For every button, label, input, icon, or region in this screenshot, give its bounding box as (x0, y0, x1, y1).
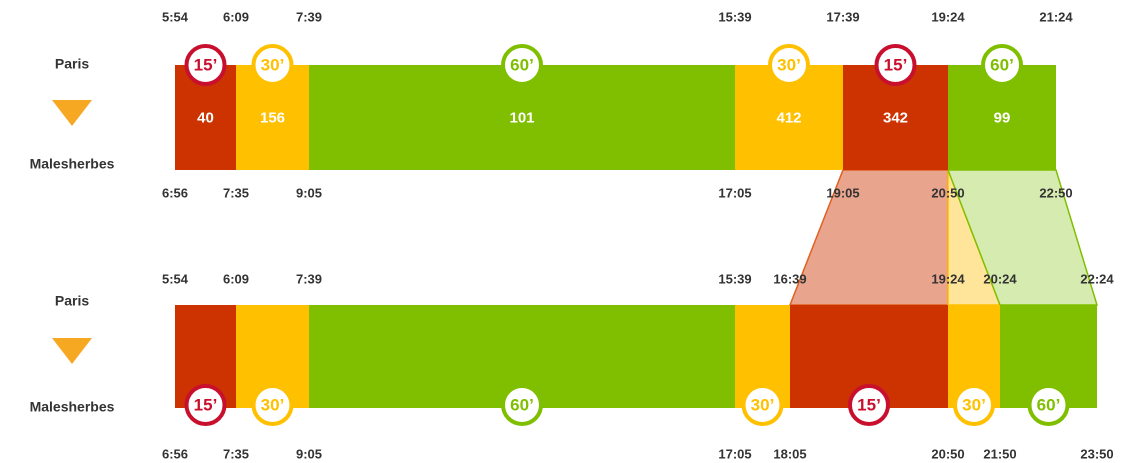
direction-arrow (52, 338, 92, 364)
frequency-label: 60’ (1037, 395, 1061, 414)
train-count: 412 (776, 109, 801, 126)
frequency-label: 60’ (510, 55, 534, 74)
frequency-badge (501, 384, 543, 426)
departure-time: 7:39 (296, 271, 322, 286)
arrival-time: 18:05 (773, 446, 806, 461)
arrival-time: 17:05 (718, 446, 751, 461)
arrival-time: 17:05 (718, 185, 751, 200)
departure-time: 5:54 (162, 271, 189, 286)
departure-time: 21:24 (1039, 9, 1073, 24)
departure-time: 6:09 (223, 9, 249, 24)
departure-time: 19:24 (931, 9, 965, 24)
frequency-label: 15’ (194, 55, 218, 74)
station-label: Paris (55, 56, 89, 72)
frequency-label: 60’ (990, 55, 1014, 74)
departure-time: 20:24 (983, 271, 1017, 286)
departure-time: 19:24 (931, 271, 965, 286)
frequency-label: 15’ (884, 55, 908, 74)
frequency-label: 15’ (857, 395, 881, 414)
departure-time: 22:24 (1080, 271, 1114, 286)
frequency-badge (184, 384, 227, 426)
train-count: 101 (509, 109, 534, 126)
frequency-badge (1027, 384, 1070, 426)
departure-time: 15:39 (718, 9, 751, 24)
departure-time: 6:09 (223, 271, 249, 286)
frequency-badge (251, 384, 294, 426)
departure-time: 7:39 (296, 9, 322, 24)
arrival-time: 6:56 (162, 185, 188, 200)
arrival-time: 7:35 (223, 185, 249, 200)
frequency-badge (848, 384, 890, 426)
station-label: Paris (55, 293, 89, 309)
frequency-badge (768, 44, 810, 86)
frequency-label: 60’ (510, 395, 534, 414)
departure-time: 15:39 (718, 271, 751, 286)
train-count: 40 (197, 109, 214, 126)
frequency-badge (953, 384, 995, 426)
departure-time: 5:54 (162, 9, 189, 24)
direction-arrow (52, 100, 92, 126)
station-label: Malesherbes (30, 399, 115, 415)
frequency-badge (874, 44, 917, 86)
train-count: 342 (883, 109, 908, 126)
station-label: Malesherbes (30, 156, 115, 172)
frequency-label: 15’ (194, 395, 218, 414)
frequency-label: 30’ (751, 395, 775, 414)
arrival-time: 23:50 (1080, 446, 1113, 461)
arrival-time: 6:56 (162, 446, 188, 461)
frequency-badge (251, 44, 294, 86)
frequency-label: 30’ (777, 55, 801, 74)
departure-time: 16:39 (773, 271, 806, 286)
arrival-time: 19:05 (826, 185, 859, 200)
departure-time: 17:39 (826, 9, 859, 24)
frequency-label: 30’ (962, 395, 986, 414)
frequency-badge (501, 44, 543, 86)
arrival-time: 20:50 (931, 446, 964, 461)
frequency-label: 30’ (261, 55, 285, 74)
frequency-badge (184, 44, 227, 86)
train-count: 156 (260, 109, 285, 126)
arrival-time: 21:50 (983, 446, 1016, 461)
arrival-time: 20:50 (931, 185, 964, 200)
train-count: 99 (994, 109, 1011, 126)
arrival-time: 7:35 (223, 446, 249, 461)
arrival-time: 9:05 (296, 185, 322, 200)
frequency-label: 30’ (261, 395, 285, 414)
arrival-time: 9:05 (296, 446, 322, 461)
arrival-time: 22:50 (1039, 185, 1072, 200)
frequency-badge (741, 384, 784, 426)
shift-red (788, 169, 949, 306)
frequency-badge (981, 44, 1023, 86)
